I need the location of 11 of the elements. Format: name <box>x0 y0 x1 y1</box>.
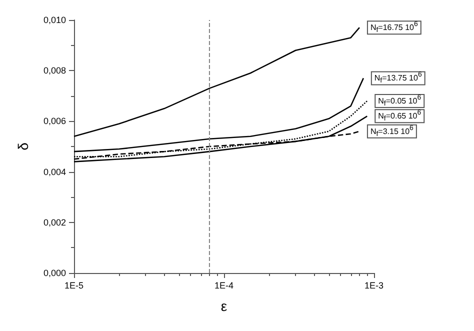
y-tick-label: 0,008 <box>43 66 66 76</box>
x-tick-label: 1E-5 <box>64 280 84 290</box>
y-tick-label: 0,004 <box>43 166 66 177</box>
x-tick-label: 1E-3 <box>364 280 384 290</box>
y-axis-title: δ <box>15 142 31 150</box>
x-tick-label: 1E-4 <box>214 280 234 290</box>
x-axis-title: ε <box>220 298 228 314</box>
y-tick-label: 0,000 <box>43 268 66 278</box>
y-tick-label: 0,010 <box>43 15 66 25</box>
y-tick-label: 0,006 <box>43 116 66 126</box>
y-tick-label: 0,002 <box>43 217 66 228</box>
